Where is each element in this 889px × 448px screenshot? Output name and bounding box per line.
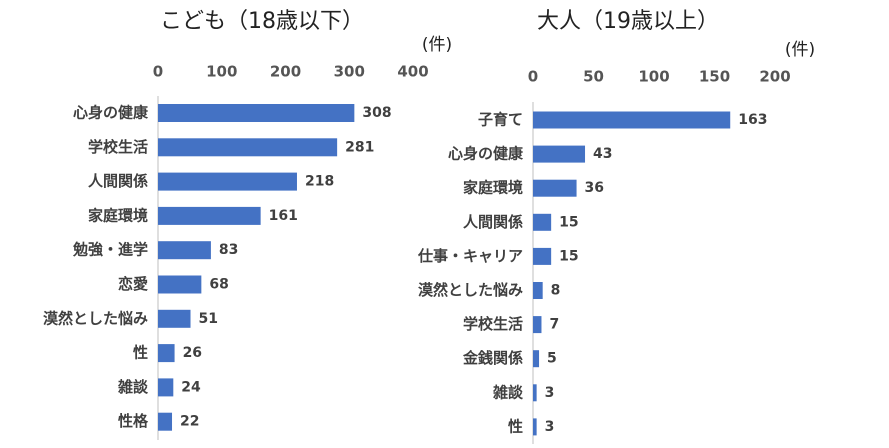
- x-tick-label: 0: [153, 63, 163, 81]
- category-label: 勉強・進学: [72, 241, 148, 259]
- bar: [158, 172, 297, 191]
- x-tick-label: 100: [638, 68, 669, 86]
- bar: [158, 206, 261, 225]
- value-label: 3: [545, 419, 555, 435]
- x-tick-label: 0: [528, 68, 538, 86]
- chart-title: 大人（19歳以上）: [537, 9, 719, 34]
- bar: [533, 316, 542, 334]
- unit-label: (件): [785, 40, 815, 60]
- bar: [158, 378, 174, 397]
- value-label: 3: [545, 385, 555, 401]
- bar: [158, 241, 211, 260]
- category-label: 子育て: [478, 111, 523, 129]
- bar: [158, 275, 202, 294]
- value-label: 161: [269, 208, 298, 224]
- value-label: 163: [738, 112, 767, 128]
- x-tick-label: 200: [759, 68, 790, 86]
- category-label: 心身の健康: [73, 104, 149, 122]
- value-label: 8: [551, 283, 561, 299]
- unit-label: (件): [422, 35, 452, 55]
- category-label: 性: [133, 344, 148, 362]
- x-tick-label: 400: [397, 63, 428, 81]
- category-label: 仕事・キャリア: [417, 247, 523, 265]
- category-label: 家庭環境: [463, 179, 523, 197]
- value-label: 68: [209, 277, 228, 293]
- category-label: 性格: [118, 412, 149, 430]
- category-label: 人間関係: [463, 213, 523, 231]
- value-label: 281: [345, 139, 374, 155]
- category-label: 性: [508, 417, 523, 435]
- value-label: 26: [183, 345, 202, 361]
- x-tick-label: 50: [583, 68, 604, 86]
- x-tick-label: 200: [270, 63, 301, 81]
- category-label: 漠然とした悩み: [43, 309, 148, 327]
- value-label: 43: [593, 146, 612, 162]
- category-label: 雑談: [492, 383, 524, 401]
- bar: [533, 247, 552, 265]
- bar: [533, 350, 540, 368]
- value-label: 24: [181, 379, 201, 395]
- value-label: 7: [549, 317, 559, 333]
- bar: [533, 384, 537, 402]
- bar: [533, 282, 543, 299]
- x-tick-label: 100: [206, 63, 237, 81]
- value-label: 83: [219, 242, 238, 258]
- chart-title: こども（18歳以下）: [160, 9, 364, 34]
- bar: [533, 213, 552, 231]
- value-label: 308: [362, 105, 391, 121]
- x-tick-label: 300: [334, 63, 365, 81]
- value-label: 36: [585, 180, 604, 196]
- value-label: 15: [559, 248, 578, 264]
- category-label: 雑談: [117, 378, 149, 396]
- value-label: 218: [305, 174, 334, 190]
- value-label: 15: [559, 214, 578, 230]
- bar: [158, 309, 191, 328]
- category-label: 漠然とした悩み: [418, 281, 523, 299]
- bar: [533, 145, 586, 163]
- category-label: 恋愛: [118, 275, 148, 293]
- bar: [533, 111, 731, 129]
- category-label: 心身の健康: [448, 145, 524, 163]
- category-label: 金銭関係: [462, 349, 523, 367]
- x-tick-label: 150: [699, 68, 730, 86]
- category-label: 家庭環境: [88, 206, 148, 224]
- bar: [158, 104, 355, 122]
- category-label: 学校生活: [88, 138, 148, 156]
- bar: [158, 138, 338, 157]
- category-label: 学校生活: [463, 315, 523, 333]
- bar: [533, 179, 577, 197]
- value-label: 51: [199, 311, 218, 327]
- bar: [533, 418, 537, 436]
- bar: [158, 412, 173, 431]
- value-label: 22: [180, 414, 199, 430]
- category-label: 人間関係: [88, 172, 148, 190]
- value-label: 5: [547, 351, 557, 367]
- bar: [158, 344, 175, 363]
